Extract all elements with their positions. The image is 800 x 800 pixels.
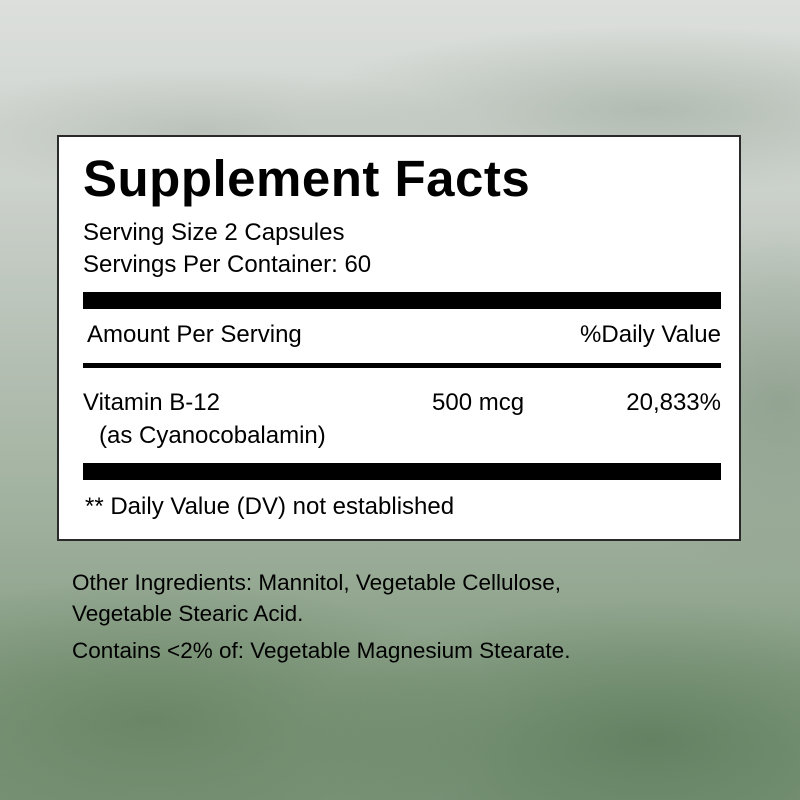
daily-value-header: %Daily Value xyxy=(580,321,721,348)
nutrient-name: Vitamin B-12 xyxy=(83,389,220,416)
panel-title: Supplement Facts xyxy=(83,150,531,207)
contains-line: Contains <2% of: Vegetable Magnesium Ste… xyxy=(72,638,571,663)
amount-per-serving-header: Amount Per Serving xyxy=(87,321,302,348)
serving-size: Serving Size 2 Capsules xyxy=(83,219,345,246)
nutrient-source: (as Cyanocobalamin) xyxy=(99,422,326,449)
nutrient-amount: 500 mcg xyxy=(432,389,525,416)
other-ingredients-line: Vegetable Stearic Acid. xyxy=(72,601,304,626)
nutrient-dv: 20,833% xyxy=(626,389,721,416)
supplement-facts-panel: Supplement Facts Serving Size 2 Capsules… xyxy=(57,135,741,541)
thick-divider xyxy=(83,292,721,309)
thick-divider xyxy=(83,463,721,480)
servings-per-container: Servings Per Container: 60 xyxy=(83,251,372,278)
other-ingredients-line: Other Ingredients: Mannitol, Vegetable C… xyxy=(72,570,562,595)
thin-divider xyxy=(83,363,721,368)
footnote: ** Daily Value (DV) not established xyxy=(85,493,455,520)
